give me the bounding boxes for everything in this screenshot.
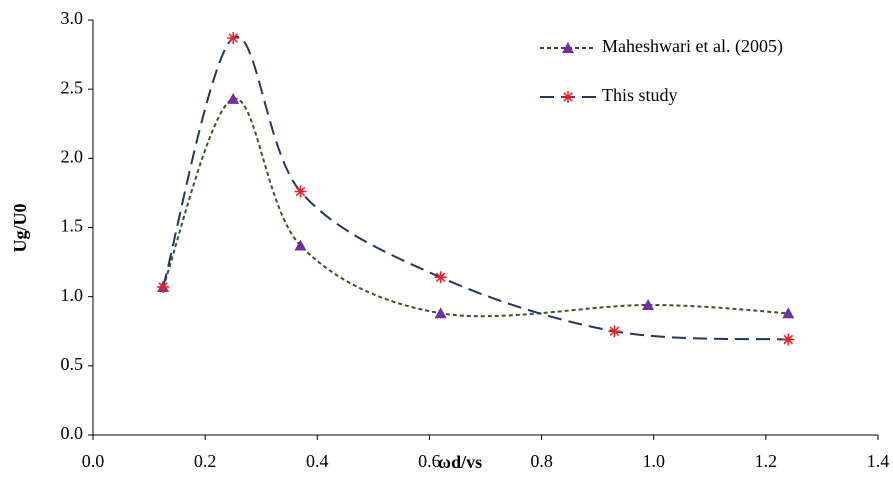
x-tick-label: 1.2 — [755, 451, 778, 471]
legend-marker — [562, 91, 574, 103]
x-tick-label: 1.0 — [642, 451, 665, 471]
y-tick-label: 0.0 — [61, 423, 84, 443]
x-axis-label: ωd/vs — [438, 452, 482, 472]
x-tick-label: 0.6 — [418, 451, 441, 471]
y-tick-label: 1.0 — [61, 285, 84, 305]
y-tick-label: 2.0 — [61, 146, 84, 166]
point — [227, 31, 240, 44]
series-line — [162, 35, 789, 341]
y-axis-label: Ug/U0 — [10, 204, 30, 253]
x-tick-label: 0.2 — [194, 451, 217, 471]
y-tick-label: 3.0 — [61, 8, 84, 28]
legend-marker — [562, 42, 574, 53]
x-tick-label: 0.4 — [306, 451, 329, 471]
y-tick-label: 2.5 — [61, 77, 84, 97]
point — [157, 280, 170, 293]
x-tick-label: 0.0 — [82, 451, 105, 471]
y-tick-label: 0.5 — [61, 354, 84, 374]
point — [782, 307, 795, 319]
point — [608, 325, 621, 338]
point — [294, 239, 307, 251]
point — [434, 307, 447, 319]
legend-label: Maheshwari et al. (2005) — [602, 36, 783, 57]
x-tick-label: 1.4 — [867, 451, 890, 471]
point — [642, 298, 655, 310]
point — [227, 92, 240, 104]
x-tick-label: 0.8 — [530, 451, 553, 471]
point — [294, 185, 307, 198]
point — [434, 271, 447, 284]
legend-label: This study — [602, 85, 678, 105]
y-tick-label: 1.5 — [61, 216, 84, 236]
series-line — [162, 97, 789, 318]
point — [782, 333, 795, 346]
